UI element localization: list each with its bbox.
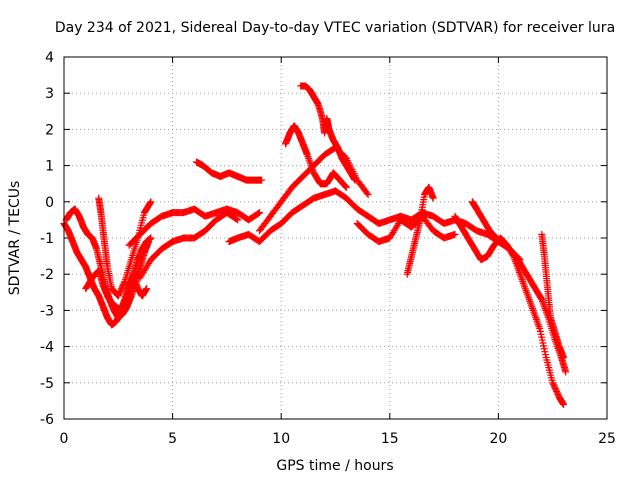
data-point-marker [342, 183, 350, 191]
data-point-marker [146, 199, 154, 207]
data-point-marker [342, 183, 350, 191]
data-point-marker [255, 209, 263, 217]
data-point-marker [363, 189, 371, 197]
series-track-f [136, 209, 242, 282]
y-tick-label: -4 [40, 340, 54, 356]
series-track-j [282, 122, 350, 191]
data-point-marker [562, 368, 570, 376]
y-tick-label: 0 [45, 195, 54, 211]
y-tick-label: -3 [40, 303, 54, 319]
series-track-o [468, 198, 570, 376]
series-track-l [353, 212, 459, 246]
chart-title: Day 234 of 2021, Sidereal Day-to-day VTE… [55, 20, 615, 36]
series-track-m [403, 183, 437, 278]
data-point-marker [364, 191, 372, 199]
x-axis-label: GPS time / hours [276, 458, 393, 474]
series-track-k [297, 82, 359, 184]
series-track-a [60, 220, 155, 329]
grid-lines [64, 57, 607, 419]
data-point-marker [233, 215, 241, 223]
data-point-marker [254, 209, 262, 217]
data-point-marker [147, 198, 155, 206]
data-point-marker [147, 234, 155, 242]
x-tick-label: 15 [381, 431, 399, 447]
data-point-marker [451, 230, 459, 238]
data-point-marker [143, 285, 151, 293]
plot-frame [63, 56, 608, 420]
y-tick-label: -1 [40, 231, 54, 247]
y-tick-label: 4 [45, 50, 54, 66]
y-axis-label: SDTVAR / TECUs [7, 181, 23, 296]
data-point-marker [429, 194, 437, 202]
y-tick-label: -6 [40, 412, 54, 428]
x-tick-label: 10 [272, 431, 290, 447]
y-tick-label: -5 [40, 376, 54, 392]
series-track-g [192, 158, 266, 184]
data-point-marker [341, 182, 349, 190]
data-point-marker [234, 216, 242, 224]
series-track-i [255, 144, 372, 235]
data-point-marker [258, 176, 266, 184]
data-point-marker [351, 176, 359, 184]
data-point-marker [145, 238, 153, 246]
data-points [60, 82, 570, 409]
data-point-marker [120, 279, 128, 287]
x-tick-label: 25 [598, 431, 616, 447]
x-tick-label: 0 [60, 431, 69, 447]
axis-ticks: 0 5 10 15 20 25 -6 -5 -4 -3 -2 -1 0 1 2 3 4 [40, 50, 616, 447]
series-track-p [538, 230, 568, 361]
y-tick-label: 2 [45, 122, 54, 138]
series-track-c [82, 267, 151, 314]
x-tick-label: 5 [168, 431, 177, 447]
series-track-e [125, 205, 263, 249]
y-tick-label: -2 [40, 267, 54, 283]
y-tick-label: 3 [45, 86, 54, 102]
y-tick-label: 1 [45, 159, 54, 175]
data-point-marker [560, 401, 568, 409]
x-tick-label: 20 [489, 431, 507, 447]
data-point-marker [560, 353, 568, 361]
